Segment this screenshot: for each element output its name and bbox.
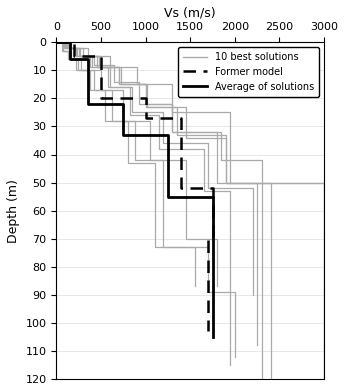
Legend: 10 best solutions, Former model, Average of solutions: 10 best solutions, Former model, Average… bbox=[178, 47, 319, 96]
Y-axis label: Depth (m): Depth (m) bbox=[7, 179, 20, 243]
X-axis label: Vs (m/s): Vs (m/s) bbox=[164, 7, 216, 20]
